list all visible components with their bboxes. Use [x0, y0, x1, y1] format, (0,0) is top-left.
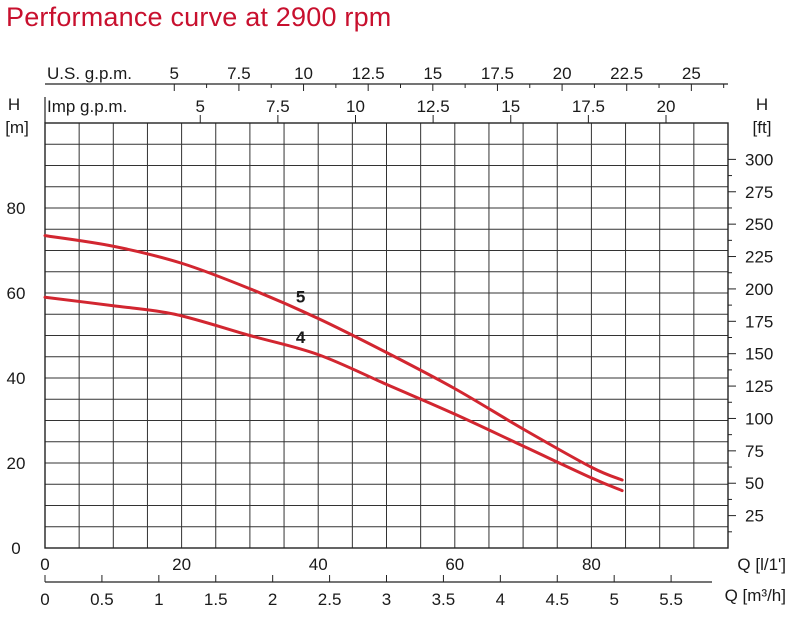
- bottom-m3h-tick-label: 4.5: [545, 590, 569, 609]
- bottom-m3h-tick-label: 1: [154, 590, 163, 609]
- curves: 54: [43, 234, 624, 493]
- right-tick-label: 125: [745, 377, 773, 396]
- right-axis-h-label: H: [756, 95, 768, 114]
- right-tick-label: 250: [745, 215, 773, 234]
- q-m3h-label: Q [m³/h]: [725, 586, 786, 605]
- left-tick-label: 40: [7, 369, 26, 388]
- left-axis-h-label: H: [8, 95, 20, 114]
- imp-gpm-tick-label: 5: [196, 97, 205, 116]
- grid: [44, 83, 736, 583]
- us-gpm-tick-label: 25: [682, 64, 701, 83]
- left-axis-unit-label: [m]: [5, 118, 29, 137]
- imp-gpm-tick-label: 20: [657, 97, 676, 116]
- us-gpm-label: U.S. g.p.m.: [47, 64, 132, 83]
- bottom-m3h-tick-label: 0: [40, 590, 49, 609]
- q-ls-label: Q [l/1']: [737, 555, 786, 574]
- right-tick-label: 225: [745, 248, 773, 267]
- imp-gpm-tick-label: 10: [346, 97, 365, 116]
- imp-gpm-tick-label: 15: [501, 97, 520, 116]
- left-tick-label: 20: [7, 454, 26, 473]
- series-label-4: 4: [296, 328, 306, 347]
- us-gpm-tick-label: 7.5: [227, 64, 251, 83]
- us-gpm-tick-label: 12.5: [352, 64, 385, 83]
- imp-gpm-tick-label: 7.5: [266, 97, 290, 116]
- chart-title: Performance curve at 2900 rpm: [6, 2, 392, 32]
- us-gpm-tick-label: 17.5: [481, 64, 514, 83]
- bottom-ls-tick-label: 60: [445, 555, 464, 574]
- bottom-m3h-tick-label: 3: [382, 590, 391, 609]
- right-axis-unit-label: [ft]: [753, 118, 772, 137]
- right-tick-label: 200: [745, 280, 773, 299]
- right-tick-label: 75: [745, 442, 764, 461]
- right-tick-label: 50: [745, 474, 764, 493]
- right-tick-label: 300: [745, 150, 773, 169]
- imp-gpm-tick-label: 17.5: [572, 97, 605, 116]
- right-tick-label: 275: [745, 183, 773, 202]
- left-tick-label: 0: [11, 539, 20, 558]
- bottom-m3h-tick-label: 5: [609, 590, 618, 609]
- bottom-m3h-tick-label: 2.5: [318, 590, 342, 609]
- bottom-ls-tick-label: 40: [309, 555, 328, 574]
- right-tick-label: 100: [745, 409, 773, 428]
- series-label-5: 5: [296, 288, 305, 307]
- right-tick-label: 175: [745, 312, 773, 331]
- us-gpm-tick-label: 15: [423, 64, 442, 83]
- curve-4: [43, 295, 624, 493]
- bottom-ls-tick-label: 0: [40, 555, 49, 574]
- bottom-m3h-tick-label: 5.5: [659, 590, 683, 609]
- bottom-m3h-tick-label: 0.5: [90, 590, 114, 609]
- bottom-m3h-tick-label: 4: [496, 590, 505, 609]
- us-gpm-tick-label: 5: [170, 64, 179, 83]
- right-tick-label: 150: [745, 345, 773, 364]
- bottom-ls-tick-label: 80: [582, 555, 601, 574]
- us-gpm-tick-label: 10: [294, 64, 313, 83]
- imp-gpm-label: Imp g.p.m.: [47, 97, 127, 116]
- plot-frame: [44, 122, 729, 549]
- left-tick-label: 80: [7, 199, 26, 218]
- imp-gpm-tick-label: 12.5: [417, 97, 450, 116]
- left-tick-label: 60: [7, 284, 26, 303]
- curve-5: [43, 234, 624, 482]
- bottom-m3h-tick-label: 1.5: [204, 590, 228, 609]
- right-tick-label: 25: [745, 507, 764, 526]
- bottom-m3h-tick-label: 3.5: [432, 590, 456, 609]
- us-gpm-tick-label: 22.5: [610, 64, 643, 83]
- us-gpm-tick-label: 20: [553, 64, 572, 83]
- bottom-m3h-tick-label: 2: [268, 590, 277, 609]
- bottom-ls-tick-label: 20: [172, 555, 191, 574]
